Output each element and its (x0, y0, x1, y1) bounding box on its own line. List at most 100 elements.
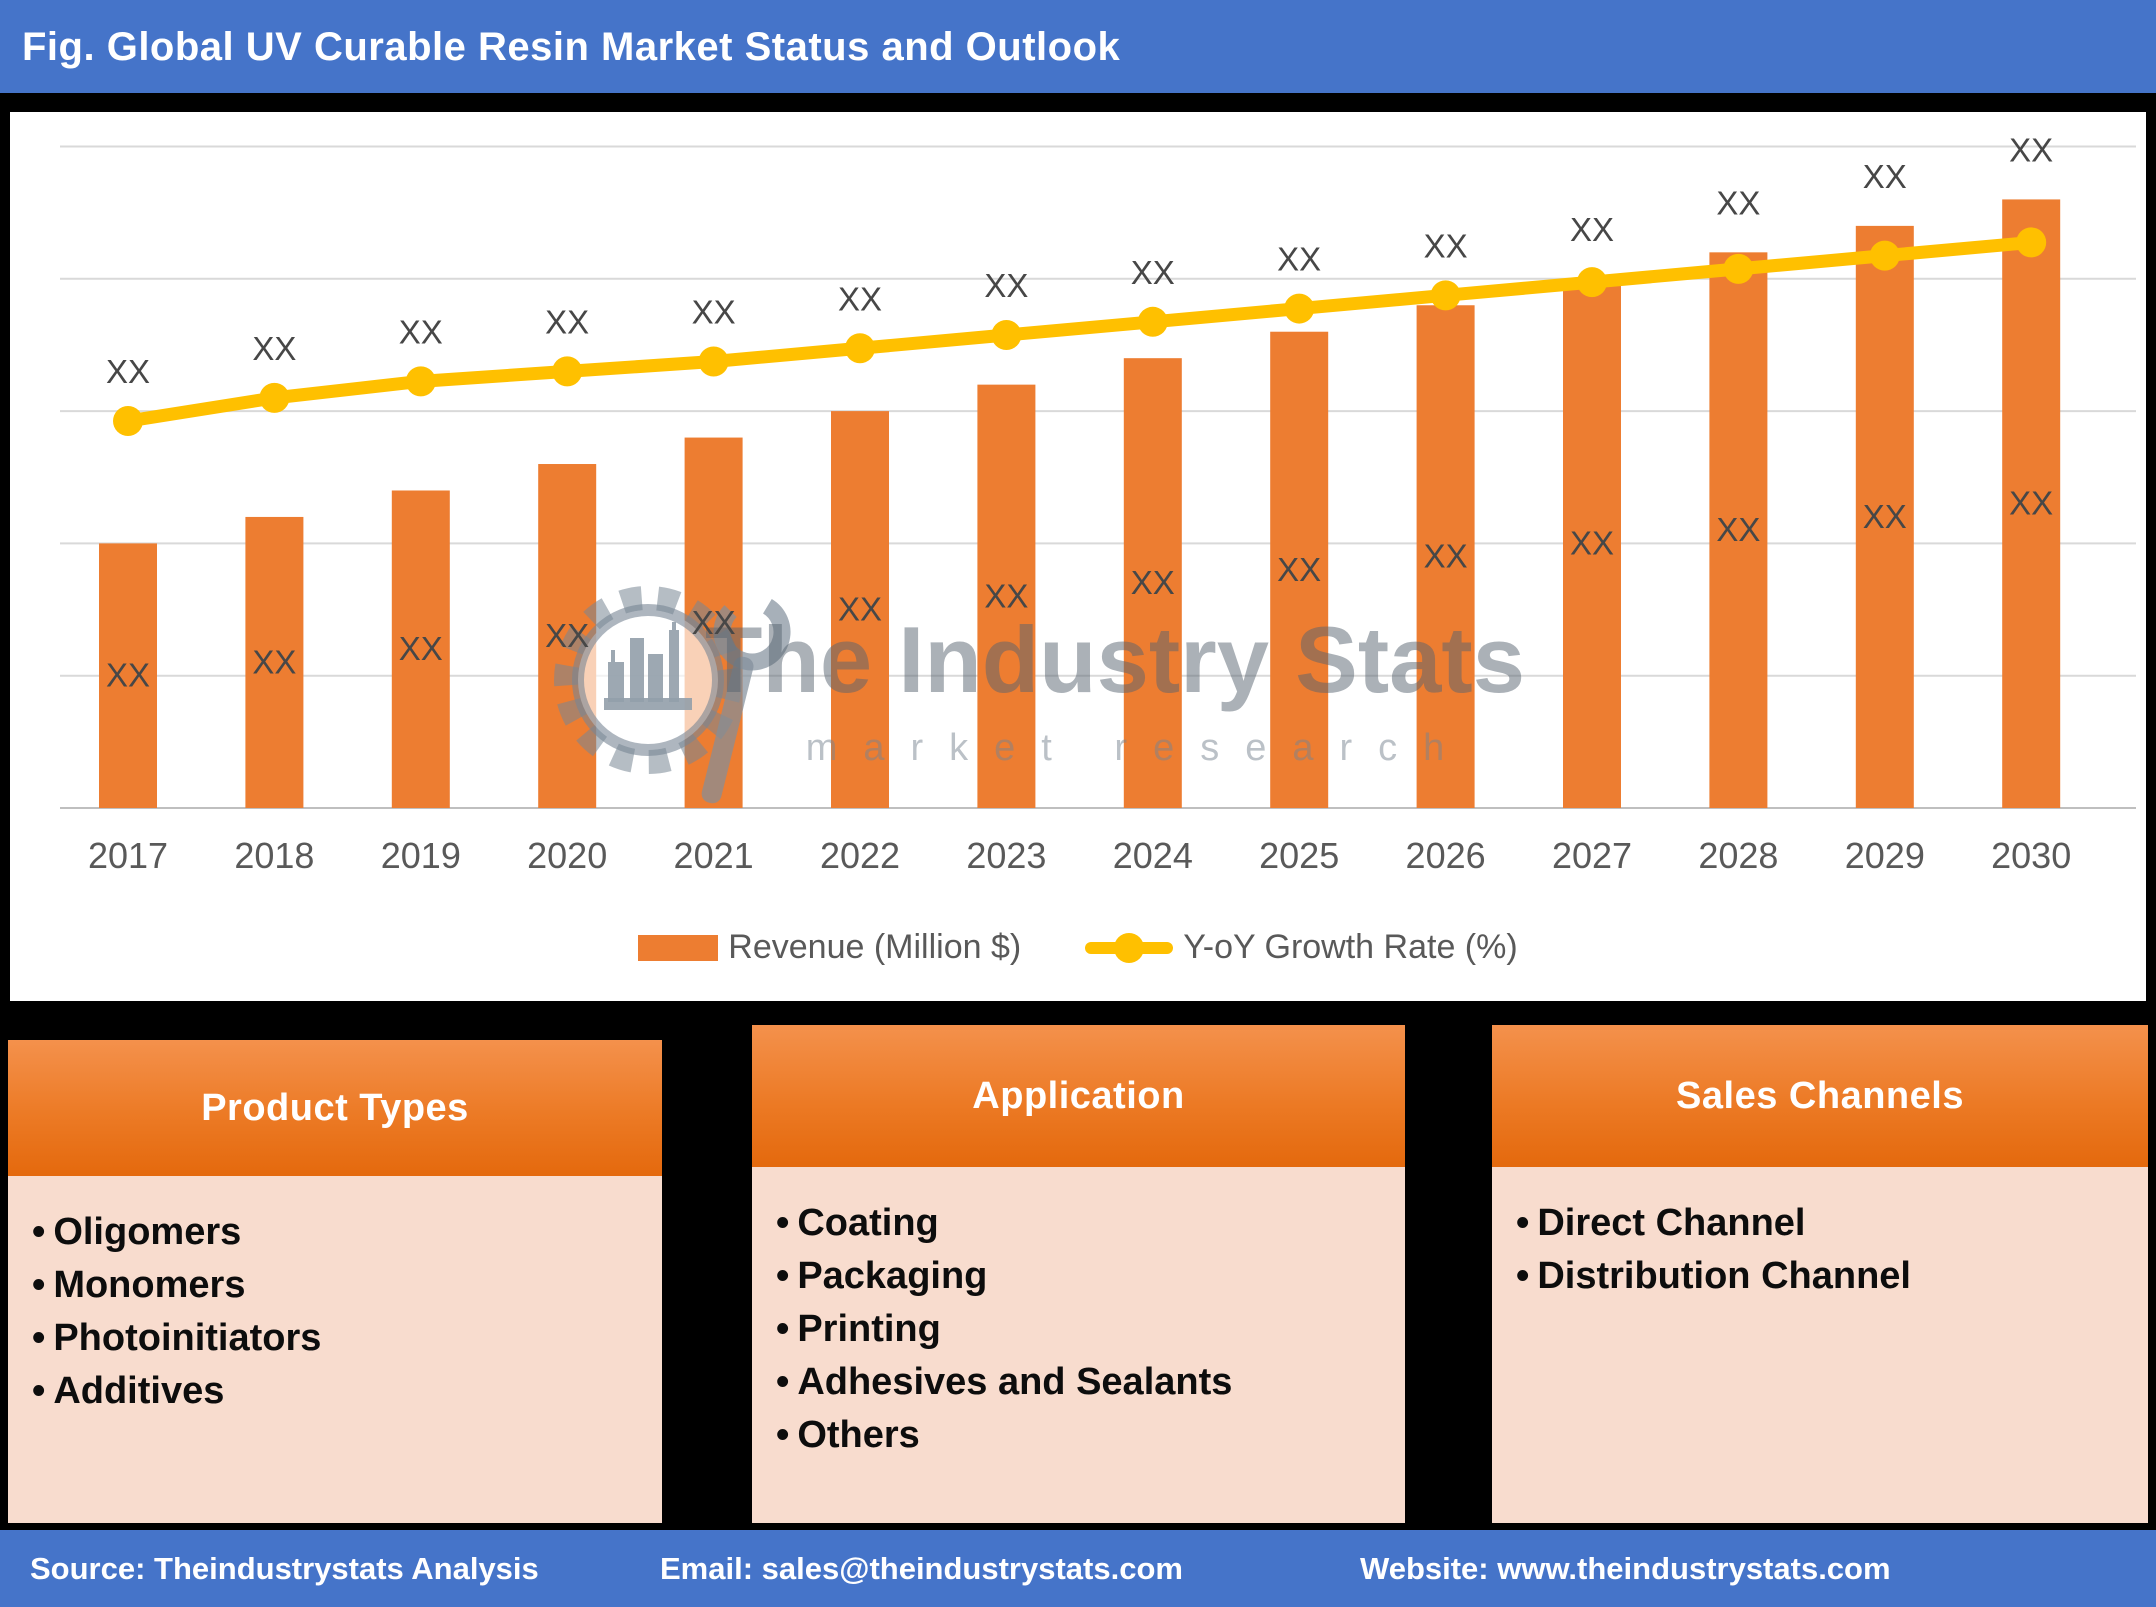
growth-line (113, 227, 2047, 437)
revenue-data-label: XX (545, 617, 589, 654)
legend-growth-label: Y-oY Growth Rate (%) (1183, 928, 1518, 966)
revenue-data-label: XX (252, 643, 296, 680)
year-tick-label: 2028 (1698, 835, 1778, 876)
growth-data-label: XX (1131, 254, 1175, 291)
revenue-bar-2026 (1416, 305, 1475, 808)
revenue-bar-2017 (99, 543, 157, 808)
growth-data-label: XX (106, 353, 150, 390)
year-tick-label: 2023 (966, 835, 1046, 876)
growth-marker-2030 (2016, 227, 2047, 258)
panel-application: Application CoatingPackagingPrintingAdhe… (752, 1025, 1405, 1523)
list-item: Packaging (776, 1250, 1405, 1303)
growth-data-label: XX (545, 303, 589, 340)
revenue-data-label: XX (1716, 511, 1760, 548)
year-tick-label: 2017 (88, 835, 168, 876)
revenue-data-label: XX (838, 591, 882, 628)
list-item: Monomers (32, 1259, 662, 1312)
footer-source: Source: Theindustrystats Analysis (30, 1551, 539, 1586)
panel-product-types-body: OligomersMonomersPhotoinitiatorsAdditive… (8, 1176, 662, 1523)
watermark-line1: The Industry Stats (705, 607, 1525, 712)
growth-data-label: XX (1716, 184, 1760, 221)
revenue-bar-2023 (977, 384, 1036, 808)
data-labels: XX XX 2017 XX XX 2018 XX XX 2019 XX XX 2020 XX XX 2021… (88, 131, 2071, 876)
growth-marker-2024 (1137, 306, 1168, 337)
revenue-data-label: XX (1570, 524, 1614, 561)
list-item: Coating (776, 1197, 1405, 1250)
panel-product-types: Product Types OligomersMonomersPhotoinit… (8, 1040, 662, 1523)
revenue-data-label: XX (399, 630, 443, 667)
list-item: Distribution Channel (1516, 1250, 2148, 1303)
legend-revenue: Revenue (Million $) (638, 928, 1021, 967)
growth-marker-2020 (552, 356, 583, 387)
watermark: The Industry Stats market research (554, 586, 1525, 804)
growth-data-label: XX (1424, 227, 1468, 264)
growth-marker-2018 (259, 382, 290, 413)
revenue-bars (99, 199, 2061, 809)
revenue-data-label: XX (1131, 564, 1175, 601)
growth-marker-2019 (405, 366, 436, 397)
growth-marker-2022 (845, 333, 875, 364)
growth-marker-2017 (113, 406, 143, 437)
growth-data-label: XX (984, 267, 1028, 304)
revenue-data-label: XX (1424, 538, 1468, 575)
market-combo-chart: The Industry Stats market research XX XX 2… (60, 131, 2136, 876)
year-tick-label: 2030 (1991, 835, 2071, 876)
list-item: Photoinitiators (32, 1312, 662, 1365)
growth-marker-2021 (698, 346, 729, 377)
list-item: Printing (776, 1303, 1405, 1356)
revenue-data-label: XX (1277, 551, 1321, 588)
year-tick-label: 2027 (1552, 835, 1632, 876)
title-bar: Fig. Global UV Curable Resin Market Stat… (0, 0, 2156, 93)
growth-marker-2026 (1430, 280, 1461, 311)
year-tick-label: 2022 (820, 835, 900, 876)
growth-data-label: XX (838, 280, 882, 317)
year-tick-label: 2029 (1845, 835, 1925, 876)
legend-revenue-label: Revenue (Million $) (728, 928, 1022, 966)
revenue-bar-2018 (245, 516, 304, 808)
page-title: Fig. Global UV Curable Resin Market Stat… (22, 25, 1121, 69)
list-item: Adhesives and Sealants (776, 1356, 1405, 1409)
year-tick-label: 2018 (234, 835, 314, 876)
list-item: Direct Channel (1516, 1197, 2148, 1250)
revenue-bar-2022 (831, 411, 889, 808)
growth-data-label: XX (252, 330, 296, 367)
growth-data-label: XX (1277, 241, 1321, 278)
growth-data-label: XX (399, 313, 443, 350)
list-item: Others (776, 1409, 1405, 1462)
legend-growth: Y-oY Growth Rate (%) (1085, 928, 1518, 967)
chart-panel: The Industry Stats market research XX XX 2… (10, 112, 2146, 1001)
panel-application-header: Application (752, 1025, 1405, 1167)
growth-data-label: XX (1863, 158, 1907, 195)
watermark-line2: market research (806, 727, 1471, 769)
revenue-data-label: XX (1863, 498, 1907, 535)
revenue-bar-2028 (1709, 252, 1768, 809)
revenue-bar-2030 (2002, 199, 2061, 809)
growth-line-path (121, 235, 2038, 428)
panel-application-body: CoatingPackagingPrintingAdhesives and Se… (752, 1167, 1405, 1523)
revenue-data-label: XX (692, 604, 736, 641)
year-tick-label: 2024 (1113, 835, 1193, 876)
revenue-data-label: XX (106, 657, 150, 694)
footer-bar: Source: Theindustrystats Analysis Email:… (0, 1530, 2156, 1607)
growth-marker-2023 (991, 320, 1022, 351)
wrench-icon (701, 593, 791, 804)
year-tick-label: 2019 (381, 835, 461, 876)
revenue-swatch-icon (638, 934, 719, 961)
revenue-bar-2029 (1855, 225, 1914, 808)
footer-website: Website: www.theindustrystats.com (1360, 1551, 1891, 1586)
panel-sales-channels: Sales Channels Direct ChannelDistributio… (1492, 1025, 2148, 1523)
revenue-bar-2025 (1270, 331, 1329, 808)
growth-marker-2025 (1284, 293, 1315, 324)
year-tick-label: 2026 (1406, 835, 1486, 876)
growth-marker-2028 (1723, 253, 1754, 284)
chart-legend: Revenue (Million $) Y-oY Growth Rate (%) (10, 928, 2146, 967)
panel-sales-channels-header: Sales Channels (1492, 1025, 2148, 1167)
growth-line-marker-icon (1085, 932, 1174, 963)
year-tick-label: 2020 (527, 835, 607, 876)
list-item: Oligomers (32, 1206, 662, 1259)
revenue-bar-2027 (1563, 278, 1621, 808)
growth-marker-2027 (1577, 267, 1607, 298)
year-tick-label: 2025 (1259, 835, 1339, 876)
growth-data-label: XX (1570, 211, 1614, 248)
revenue-bar-2019 (391, 490, 450, 808)
